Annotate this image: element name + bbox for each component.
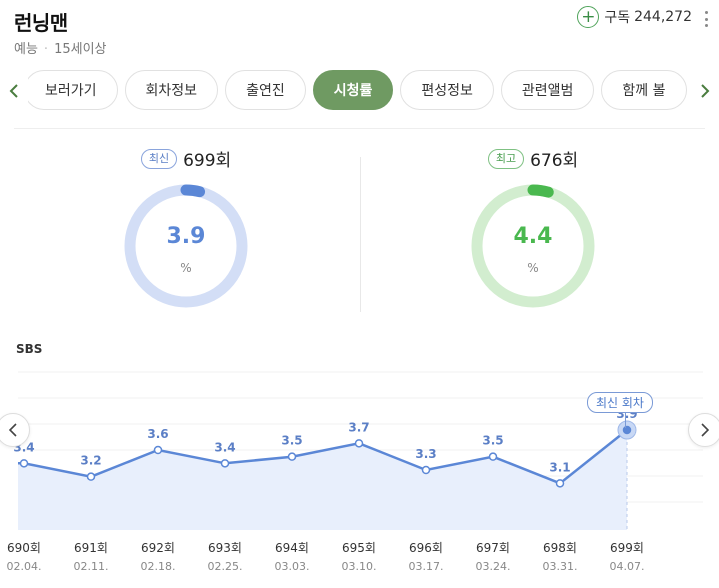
data-label-1: 3.2: [80, 454, 101, 468]
date-tick-2: 02.18.: [141, 560, 176, 573]
best-donut-graphic: [471, 184, 595, 308]
latest-rating-value: 3.9: [166, 224, 206, 249]
age-rating-label: 15세이상: [54, 42, 107, 57]
date-tick-1: 02.11.: [74, 560, 109, 573]
vertical-divider: [360, 157, 361, 312]
data-point-3[interactable]: [220, 459, 230, 468]
data-point-9[interactable]: [622, 425, 632, 435]
data-label-8: 3.1: [549, 460, 570, 474]
date-tick-0: 02.04.: [7, 560, 42, 573]
ratings-chart: 3.4 690회 02.04. 3.2 691회 02.11. 3.6 692회 02.18. 3…: [0, 360, 719, 588]
subscribe-button[interactable]: + 구독 244,272: [577, 6, 692, 28]
more-options-icon[interactable]: [703, 11, 709, 27]
program-header: 런닝맨 예능 · 15세이상 + 구독 244,272: [0, 0, 719, 64]
data-label-7: 3.5: [482, 434, 503, 448]
episode-tick-5: 695회: [342, 541, 376, 555]
episode-tick-1: 691회: [74, 541, 108, 555]
best-donut-arc: [471, 184, 595, 308]
date-tick-7: 03.24.: [476, 560, 511, 573]
data-label-4: 3.5: [281, 434, 302, 448]
program-meta: 예능 · 15세이상: [14, 38, 107, 57]
tab-6[interactable]: 함께 볼: [601, 70, 687, 110]
tab-scroll-right-icon[interactable]: [693, 78, 717, 104]
latest-rating: 최신 699회 3.9 %: [36, 140, 336, 320]
latest-rating-unit: %: [180, 261, 192, 275]
chevron-right-icon: [701, 423, 709, 437]
chevron-left-icon: [9, 423, 17, 437]
date-tick-3: 02.25.: [208, 560, 243, 573]
latest-donut-arc: [124, 184, 248, 308]
program-title: 런닝맨: [14, 11, 68, 35]
best-rating-unit: %: [527, 261, 539, 275]
data-label-5: 3.7: [348, 420, 369, 434]
latest-badge: 최신: [140, 148, 178, 169]
chart-prev-button[interactable]: [0, 413, 30, 447]
episode-tick-6: 696회: [409, 541, 443, 555]
data-label-3: 3.4: [214, 440, 235, 454]
tab-bar: 보러가기 회차정보 출연진 시청률 편성정보 관련앨범 함께 볼: [0, 68, 719, 116]
date-tick-9: 04.07.: [610, 560, 645, 573]
plus-icon: +: [577, 6, 600, 28]
data-point-2[interactable]: [153, 445, 163, 455]
tab-5[interactable]: 관련앨범: [500, 70, 595, 110]
data-point-5[interactable]: [354, 439, 364, 448]
tab-2[interactable]: 출연진: [225, 70, 306, 110]
data-point-7[interactable]: [488, 452, 498, 461]
subscribe-count: 244,272: [634, 9, 692, 25]
episode-tick-0: 690회: [7, 541, 41, 555]
date-tick-6: 03.17.: [409, 560, 444, 573]
tab-4[interactable]: 편성정보: [400, 70, 494, 110]
data-point-1[interactable]: [86, 472, 96, 481]
data-label-2: 3.6: [147, 427, 168, 441]
callout-stem: [625, 412, 626, 428]
latest-rating-donut: 3.9 %: [122, 182, 250, 310]
episode-tick-8: 698회: [543, 541, 577, 555]
broadcaster-label: SBS: [16, 342, 43, 356]
data-point-0[interactable]: [19, 459, 29, 468]
separator-dot: ·: [43, 42, 49, 57]
episode-tick-7: 697회: [476, 541, 510, 555]
divider: [14, 128, 705, 129]
date-tick-5: 03.10.: [342, 560, 377, 573]
area-fill: [18, 430, 627, 530]
ratings-summary: 최신 699회 3.9 % 최고 676회 4.4 %: [0, 140, 719, 320]
best-episode: 676회: [530, 151, 579, 171]
chart-next-button[interactable]: [688, 413, 719, 447]
tab-1[interactable]: 회차정보: [124, 70, 219, 110]
data-point-4[interactable]: [287, 452, 297, 461]
best-rating-value: 4.4: [513, 224, 553, 249]
best-rating: 최고 676회 4.4 %: [383, 140, 683, 320]
episode-tick-3: 693회: [208, 541, 242, 555]
latest-donut-graphic: [124, 184, 248, 308]
best-badge: 최고: [487, 148, 525, 169]
date-tick-8: 03.31.: [543, 560, 578, 573]
latest-episode: 699회: [183, 151, 232, 171]
best-rating-donut: 4.4 %: [469, 182, 597, 310]
data-point-8[interactable]: [555, 479, 565, 488]
episode-tick-2: 692회: [141, 541, 175, 555]
ratings-chart-svg: 3.4 690회 02.04. 3.2 691회 02.11. 3.6 692회 02.18. 3…: [7, 371, 703, 573]
episode-tick-4: 694회: [275, 541, 309, 555]
data-label-6: 3.3: [415, 447, 436, 461]
subscribe-label: 구독: [604, 10, 631, 26]
genre-label: 예능: [14, 42, 38, 57]
tab-3[interactable]: 시청률: [312, 70, 394, 110]
tab-0[interactable]: 보러가기: [28, 70, 118, 110]
episode-tick-9: 699회: [610, 541, 644, 555]
latest-episode-callout: 최신 회차: [587, 392, 653, 413]
tabs-viewport: 보러가기 회차정보 출연진 시청률 편성정보 관련앨범 함께 볼: [28, 70, 692, 114]
date-tick-4: 03.03.: [275, 560, 310, 573]
data-point-6[interactable]: [421, 465, 431, 475]
tab-scroll-left-icon[interactable]: [2, 78, 26, 104]
